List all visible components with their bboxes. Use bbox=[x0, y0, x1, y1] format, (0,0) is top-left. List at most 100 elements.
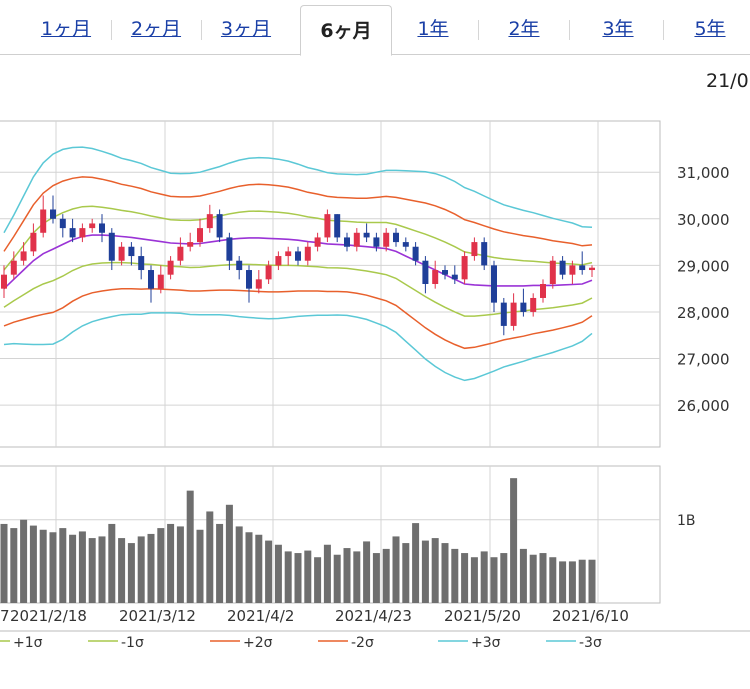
volume-bar bbox=[431, 538, 439, 603]
candle-body bbox=[1, 274, 7, 289]
volume-bar bbox=[225, 504, 233, 603]
price-tick-label: 31,000 bbox=[677, 164, 730, 182]
volume-bar bbox=[578, 559, 586, 603]
volume-bar bbox=[284, 551, 292, 603]
volume-bar bbox=[10, 528, 18, 603]
tab-6[interactable]: 2年 bbox=[508, 18, 540, 40]
price-panel-frame bbox=[0, 120, 661, 448]
tab-7[interactable]: 3年 bbox=[602, 18, 634, 40]
candle-body bbox=[255, 279, 262, 289]
candle-body bbox=[285, 251, 292, 257]
volume-bar bbox=[147, 533, 155, 603]
volume-bar bbox=[255, 534, 263, 603]
volume-bar bbox=[323, 544, 331, 603]
volume-bar bbox=[29, 525, 37, 603]
volume-bar bbox=[78, 531, 86, 603]
candle-body bbox=[265, 265, 272, 280]
volume-bar bbox=[235, 526, 243, 603]
volume-bar bbox=[490, 557, 498, 603]
candle-body bbox=[589, 267, 595, 271]
candle-body bbox=[59, 218, 66, 229]
candle-body bbox=[167, 260, 174, 275]
tab-5[interactable]: 1年 bbox=[417, 18, 449, 40]
volume-bar bbox=[343, 548, 351, 603]
price-tick-label: 27,000 bbox=[677, 351, 730, 369]
tab-separator bbox=[201, 20, 202, 40]
volume-bar bbox=[461, 553, 469, 603]
candle-body bbox=[393, 232, 399, 243]
volume-bar bbox=[196, 529, 204, 603]
volume-bar bbox=[412, 523, 420, 603]
volume-bar bbox=[294, 553, 302, 603]
x-tick-label: 2021/4/2 bbox=[227, 607, 294, 625]
volume-bar bbox=[510, 478, 518, 603]
plus-1-sigma-line bbox=[3, 205, 593, 271]
plus-3-sigma-line bbox=[3, 146, 593, 234]
volume-bar bbox=[529, 554, 537, 603]
x-tick-label: 7 bbox=[0, 607, 10, 625]
candle-body bbox=[461, 256, 468, 280]
volume-bar bbox=[49, 532, 57, 603]
candle-body bbox=[275, 256, 282, 266]
volume-bar bbox=[333, 554, 341, 603]
volume-bar bbox=[314, 557, 322, 603]
volume-bar bbox=[304, 550, 312, 603]
candle-body bbox=[295, 251, 301, 261]
x-tick-label: 2021/4/23 bbox=[335, 607, 412, 625]
volume-bar bbox=[88, 538, 96, 603]
tab-3[interactable]: 3ヶ月 bbox=[220, 18, 272, 40]
candle-body bbox=[226, 237, 233, 261]
volume-bar bbox=[69, 534, 77, 603]
tab-1[interactable]: 1ヶ月 bbox=[40, 18, 92, 40]
candle-body bbox=[197, 228, 203, 243]
price-tick-label: 26,000 bbox=[677, 397, 730, 415]
candle-body bbox=[471, 242, 478, 257]
candle-body bbox=[334, 214, 341, 238]
legend-label: +2σ bbox=[243, 635, 273, 651]
candle-body bbox=[500, 302, 507, 326]
candle-body bbox=[246, 270, 252, 289]
tab-8[interactable]: 5年 bbox=[694, 18, 726, 40]
candle-body bbox=[20, 251, 27, 261]
candle-body bbox=[383, 232, 390, 247]
tab-2[interactable]: 2ヶ月 bbox=[130, 18, 182, 40]
tab-separator bbox=[111, 20, 112, 40]
candle-body bbox=[148, 270, 154, 289]
tab-separator bbox=[663, 20, 664, 40]
volume-bar bbox=[392, 536, 400, 603]
candle-body bbox=[491, 265, 497, 303]
candle-body bbox=[50, 209, 56, 219]
candle-body bbox=[510, 302, 517, 326]
period-tabs: 1ヶ月 2ヶ月 3ヶ月 6ヶ月 1年 2年 3年 5年 bbox=[0, 0, 750, 56]
volume-tick-label: 1B bbox=[677, 513, 696, 529]
candle-body bbox=[314, 237, 321, 247]
x-tick-label: 2021/2/18 bbox=[10, 607, 87, 625]
candle-body bbox=[128, 246, 135, 257]
volume-bar bbox=[500, 553, 508, 603]
volume-bar bbox=[118, 538, 126, 603]
volume-bar bbox=[216, 523, 224, 603]
candle-body bbox=[579, 265, 586, 271]
candle-body bbox=[569, 265, 576, 275]
candle-body bbox=[549, 260, 556, 284]
chart-date-label: 21/0 bbox=[706, 70, 749, 92]
candle-body bbox=[118, 246, 125, 261]
candle-body bbox=[432, 270, 439, 284]
tab-separator bbox=[478, 20, 479, 40]
tab-4[interactable]: 6ヶ月 bbox=[300, 5, 392, 56]
volume-bar bbox=[421, 540, 429, 603]
candle-body bbox=[402, 242, 409, 247]
volume-bar bbox=[549, 557, 557, 603]
volume-bar bbox=[402, 543, 410, 603]
candle-body bbox=[40, 209, 47, 233]
volume-bar bbox=[0, 523, 8, 603]
volume-bar bbox=[559, 561, 567, 603]
volume-bar bbox=[451, 548, 459, 603]
candle-body bbox=[69, 228, 76, 238]
candle-body bbox=[559, 260, 566, 275]
candle-body bbox=[216, 214, 223, 238]
candle-body bbox=[442, 270, 448, 275]
volume-bar bbox=[588, 559, 596, 603]
candle-body bbox=[157, 274, 164, 289]
